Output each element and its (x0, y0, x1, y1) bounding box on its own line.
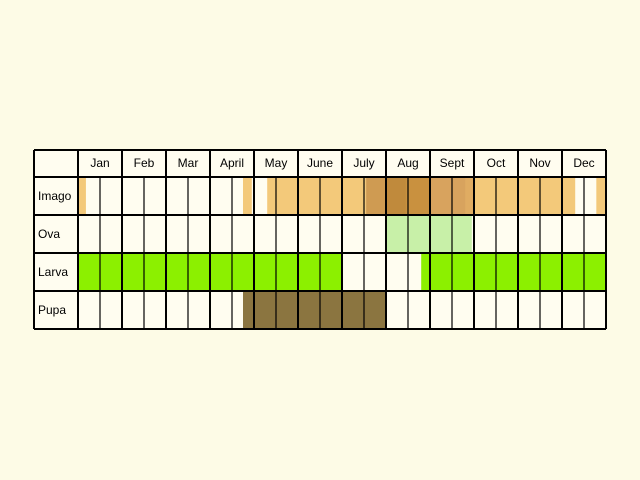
month-label: April (220, 156, 244, 170)
cell-larva (421, 253, 606, 291)
cell-imago (243, 177, 252, 215)
month-label: Aug (397, 156, 418, 170)
table-grid (33, 149, 607, 330)
month-label: June (307, 156, 333, 170)
stage-label: Ova (38, 227, 60, 241)
cell-imago (366, 177, 386, 215)
stage-label: Pupa (38, 303, 66, 317)
month-label: Oct (487, 156, 506, 170)
month-label: July (353, 156, 374, 170)
cell-ova (386, 215, 472, 253)
cell-imago (430, 177, 466, 215)
cell-imago (596, 177, 606, 215)
cell-imago (267, 177, 367, 215)
month-label: Dec (573, 156, 594, 170)
month-label: Feb (134, 156, 155, 170)
month-label: Sept (440, 156, 465, 170)
cell-imago (78, 177, 86, 215)
month-label: Jan (90, 156, 109, 170)
cell-imago (405, 177, 430, 215)
stage-label: Larva (38, 265, 68, 279)
month-label: Mar (178, 156, 199, 170)
month-label: Nov (529, 156, 550, 170)
cell-imago (474, 177, 576, 215)
cell-imago (465, 177, 474, 215)
cell-pupa (243, 291, 386, 329)
table-labels: Jan Feb Mar April May June July Aug Sept Oct Nov De… (38, 156, 595, 317)
month-label: May (265, 156, 288, 170)
stage-label: Imago (38, 189, 72, 203)
cell-imago (386, 177, 406, 215)
